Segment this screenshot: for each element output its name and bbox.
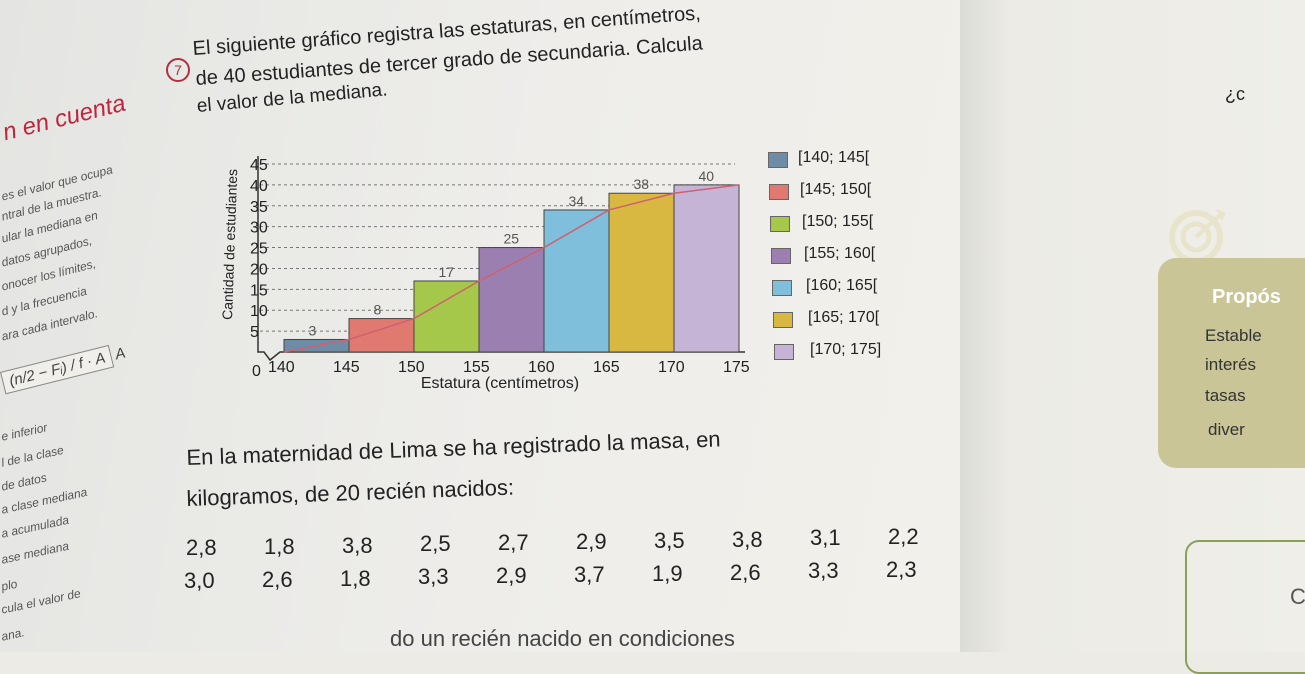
- x-tick-label: 155: [463, 359, 490, 376]
- x-tick-label: 160: [528, 359, 555, 376]
- legend-swatch: [772, 280, 792, 296]
- bar-value-label: 40: [699, 168, 715, 184]
- bar-value-label: 34: [569, 193, 585, 209]
- mass-value: 2,5: [420, 531, 451, 557]
- histogram-bar: [413, 280, 480, 353]
- legend-label: [155; 160[: [804, 245, 876, 262]
- mass-value: 2,9: [576, 529, 607, 554]
- legend-swatch: [768, 152, 788, 168]
- mass-value: 2,9: [496, 563, 527, 589]
- purpose-line: tasas: [1205, 386, 1246, 405]
- y-tick-label: 0: [252, 363, 261, 380]
- mass-value: 3,5: [654, 527, 685, 553]
- target-icon: [1169, 209, 1226, 264]
- legend-label: [165; 170[: [808, 309, 880, 326]
- mass-value: 3,7: [574, 562, 605, 587]
- question-number: 7: [166, 58, 190, 82]
- legend-swatch: [770, 216, 790, 232]
- histogram-bar: [543, 209, 610, 353]
- mass-value: 3,3: [808, 558, 839, 584]
- mass-value: 2,6: [262, 566, 293, 592]
- mass-value: 3,3: [418, 564, 449, 590]
- legend-label: [145; 150[: [800, 181, 872, 198]
- y-tick-label: 30: [250, 220, 268, 237]
- bar-value-label: 25: [504, 231, 520, 247]
- mass-value: 2,6: [730, 559, 761, 585]
- legend-swatch: [774, 344, 794, 360]
- mass-value: 2,7: [498, 530, 529, 556]
- mass-value: 3,0: [184, 568, 215, 593]
- mass-value: 3,1: [810, 525, 841, 551]
- y-tick-label: 40: [250, 178, 268, 195]
- mass-value: 2,3: [886, 557, 917, 583]
- histogram-bar: [478, 247, 545, 353]
- histogram-bar: [673, 184, 740, 353]
- bar-value-label: 17: [439, 264, 455, 280]
- mass-value: 2,8: [186, 535, 217, 560]
- ogive-line: [283, 184, 740, 353]
- y-tick-label: 25: [250, 241, 268, 258]
- x-tick-label: 165: [593, 359, 620, 376]
- y-tick-label: 35: [250, 199, 268, 216]
- legend-swatch: [771, 248, 791, 264]
- histogram-bar: [348, 318, 415, 353]
- legend-label: [150; 155[: [802, 213, 874, 230]
- bar-value-label: 8: [374, 302, 382, 318]
- mass-value: 3,8: [732, 526, 763, 552]
- bar-value-label: 3: [309, 322, 317, 338]
- right-page-fragment: ¿c: [1225, 84, 1245, 104]
- x-tick-label: 150: [398, 359, 425, 376]
- x-tick-label: 175: [723, 359, 750, 376]
- legend-swatch: [773, 312, 793, 328]
- bar-value-label: 38: [634, 176, 650, 192]
- purpose-title: Propós: [1212, 286, 1281, 308]
- activity-box: [1185, 540, 1305, 674]
- mass-value: 1,9: [652, 560, 683, 586]
- x-axis-title: Estatura (centímetros): [421, 375, 579, 392]
- purpose-line: diver: [1208, 420, 1245, 439]
- purpose-line: Estable: [1205, 326, 1262, 345]
- purpose-tag: [1158, 258, 1305, 468]
- x-tick-label: 145: [333, 359, 360, 376]
- bottom-text: do un recién nacido en condiciones: [390, 626, 735, 651]
- y-tick-label: 20: [250, 261, 268, 278]
- mass-value: 2,2: [888, 524, 919, 550]
- mass-value: 3,8: [342, 532, 373, 558]
- mass-value: 1,8: [340, 565, 371, 591]
- y-tick-label: 10: [250, 303, 268, 320]
- x-tick-label: 170: [658, 359, 685, 376]
- x-tick-label: 140: [268, 359, 295, 376]
- y-tick-label: 15: [250, 282, 268, 299]
- y-tick-label: 45: [250, 157, 268, 174]
- legend-swatch: [769, 184, 789, 200]
- legend-label: [160; 165[: [806, 277, 878, 294]
- mass-value: 1,8: [264, 533, 295, 559]
- histogram-bar: [608, 192, 675, 353]
- legend-label: [170; 175]: [810, 341, 882, 358]
- corner-fragment: C: [1290, 584, 1305, 609]
- y-tick-label: 5: [250, 324, 259, 341]
- histogram-chart: 0 5 10 15 20 25 30 35 40 45 140 145 150 155 160 165 170…: [219, 156, 750, 392]
- y-axis-title: Cantidad de estudiantes: [219, 169, 240, 320]
- legend-label: [140; 145[: [798, 149, 870, 166]
- purpose-line: interés: [1205, 355, 1257, 374]
